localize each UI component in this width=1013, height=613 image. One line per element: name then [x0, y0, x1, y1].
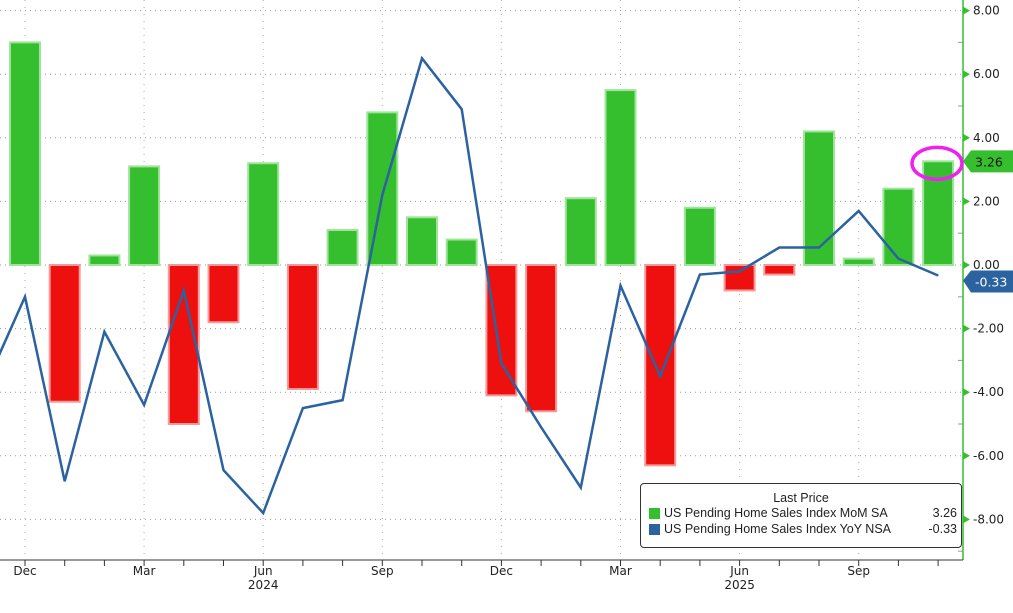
bar	[9, 41, 41, 267]
line-point	[302, 407, 304, 409]
y-tick-label: 4.00	[973, 131, 1000, 145]
line-point	[342, 399, 344, 401]
x-tick-label: Jun	[729, 564, 749, 578]
bar	[485, 264, 518, 397]
bar	[644, 264, 677, 467]
legend-value: -0.33	[928, 522, 958, 536]
line-point	[183, 289, 185, 291]
y-tick-label: -6.00	[973, 449, 1004, 463]
line-point	[500, 363, 502, 365]
bar	[247, 162, 280, 267]
bar	[366, 111, 399, 266]
x-tick-label: Mar	[609, 564, 632, 578]
line-point	[897, 258, 899, 260]
y-tick-label: 0.00	[973, 258, 1000, 272]
bar	[763, 264, 796, 276]
tick-marker	[963, 324, 970, 333]
line-point	[699, 274, 701, 276]
legend-value: 3.26	[932, 506, 957, 520]
line-point	[262, 512, 264, 514]
x-tick-label: Dec	[13, 564, 36, 578]
x-year-label: 2025	[724, 578, 755, 592]
line-series-yoy	[0, 55, 939, 516]
tick-marker	[963, 451, 970, 460]
bar	[803, 130, 835, 266]
bar	[683, 206, 716, 266]
tick-marker	[963, 6, 970, 15]
y-tick-label: -2.00	[973, 322, 1004, 336]
y-tick-label: -4.00	[973, 385, 1004, 399]
y-tick-label: -8.00	[973, 512, 1004, 526]
legend-label: US Pending Home Sales Index YoY NSA	[664, 522, 891, 536]
tick-marker	[963, 133, 970, 142]
highlight-circle	[910, 145, 964, 182]
legend-title: Last Price	[773, 491, 829, 505]
last-value-tag-mom	[963, 150, 1013, 173]
y-tick-label: 6.00	[973, 67, 1000, 81]
x-year-label: 2024	[248, 578, 279, 592]
line-point	[540, 426, 542, 428]
line-point	[580, 487, 582, 489]
bar	[207, 264, 240, 324]
line-point	[143, 404, 145, 406]
bar	[48, 264, 81, 403]
bar	[445, 238, 478, 266]
y-tick-label: 2.00	[973, 194, 1000, 208]
bar	[723, 264, 756, 292]
bar	[88, 254, 121, 267]
tick-marker	[963, 70, 970, 79]
line-point	[858, 210, 860, 212]
legend-item-yoy: US Pending Home Sales Index YoY NSA -0.3…	[641, 521, 961, 537]
line-point	[620, 285, 621, 287]
x-tick-label: Dec	[490, 564, 513, 578]
x-tick-label: Sep	[847, 564, 870, 578]
line-point	[739, 270, 741, 272]
line-point	[461, 108, 463, 110]
legend-swatch-green	[649, 507, 660, 519]
bar	[286, 264, 319, 391]
bar	[326, 229, 359, 267]
last-value-tag-yoy	[963, 270, 1013, 293]
bar	[604, 89, 637, 266]
line-point	[937, 274, 939, 276]
tick-marker	[963, 388, 970, 397]
line-point	[64, 480, 66, 482]
bar	[406, 216, 438, 267]
legend: Last Price US Pending Home Sales Index M…	[640, 483, 962, 548]
line-point	[778, 247, 780, 249]
bar	[564, 197, 597, 266]
line-point	[421, 57, 423, 59]
tick-marker	[963, 197, 970, 206]
last-value-mom: 3.26	[975, 154, 1003, 169]
line-point	[24, 296, 26, 298]
x-tick-label: Sep	[371, 564, 394, 578]
line-point	[659, 375, 661, 377]
bar	[128, 165, 161, 266]
legend-item-mom: US Pending Home Sales Index MoM SA 3.26	[641, 505, 961, 521]
x-tick-label: Mar	[133, 564, 156, 578]
line-point	[223, 469, 224, 471]
bar	[842, 257, 875, 267]
x-tick-label: Jun	[253, 564, 273, 578]
bar	[882, 187, 915, 266]
tick-marker	[963, 515, 970, 524]
y-tick-label: 8.00	[973, 4, 1000, 18]
bar	[525, 264, 558, 413]
line-point	[381, 194, 383, 196]
tick-marker	[963, 261, 970, 269]
line-point	[103, 331, 105, 333]
legend-label: US Pending Home Sales Index MoM SA	[664, 506, 888, 520]
last-value-yoy: -0.33	[975, 274, 1007, 289]
line-point	[818, 247, 820, 249]
legend-swatch-blue	[649, 523, 660, 535]
